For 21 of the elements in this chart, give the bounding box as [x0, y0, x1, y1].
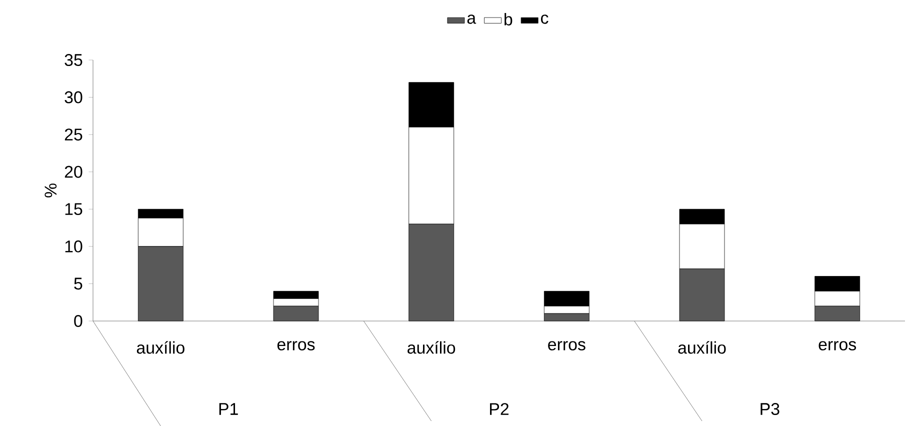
- legend-label: b: [504, 13, 512, 26]
- y-tick-label: 15: [65, 203, 82, 216]
- legend-label: a: [467, 14, 476, 24]
- y-tick-label: 35: [64, 54, 82, 66]
- y-tick-label: 0: [74, 315, 82, 327]
- text: P3: [760, 403, 780, 416]
- x-tick-label: erros: [548, 341, 586, 350]
- y-tick-label: 25: [64, 128, 82, 141]
- y-tick-label: 10: [65, 240, 82, 252]
- text: P2: [490, 403, 509, 415]
- x-tick-label: auxílio: [136, 341, 184, 354]
- x-tick-label: erros: [277, 341, 315, 350]
- x-tick-label: erros: [818, 341, 856, 350]
- text: P1: [219, 403, 238, 415]
- y-tick-label: 20: [64, 166, 82, 178]
- y-tick-label: 5: [74, 278, 82, 290]
- legend-label: c: [541, 14, 548, 24]
- y-tick-label: 30: [64, 91, 82, 104]
- x-tick-label: auxílio: [408, 341, 456, 354]
- x-tick-label: auxílio: [678, 341, 726, 354]
- y-axis-title: %: [44, 184, 57, 198]
